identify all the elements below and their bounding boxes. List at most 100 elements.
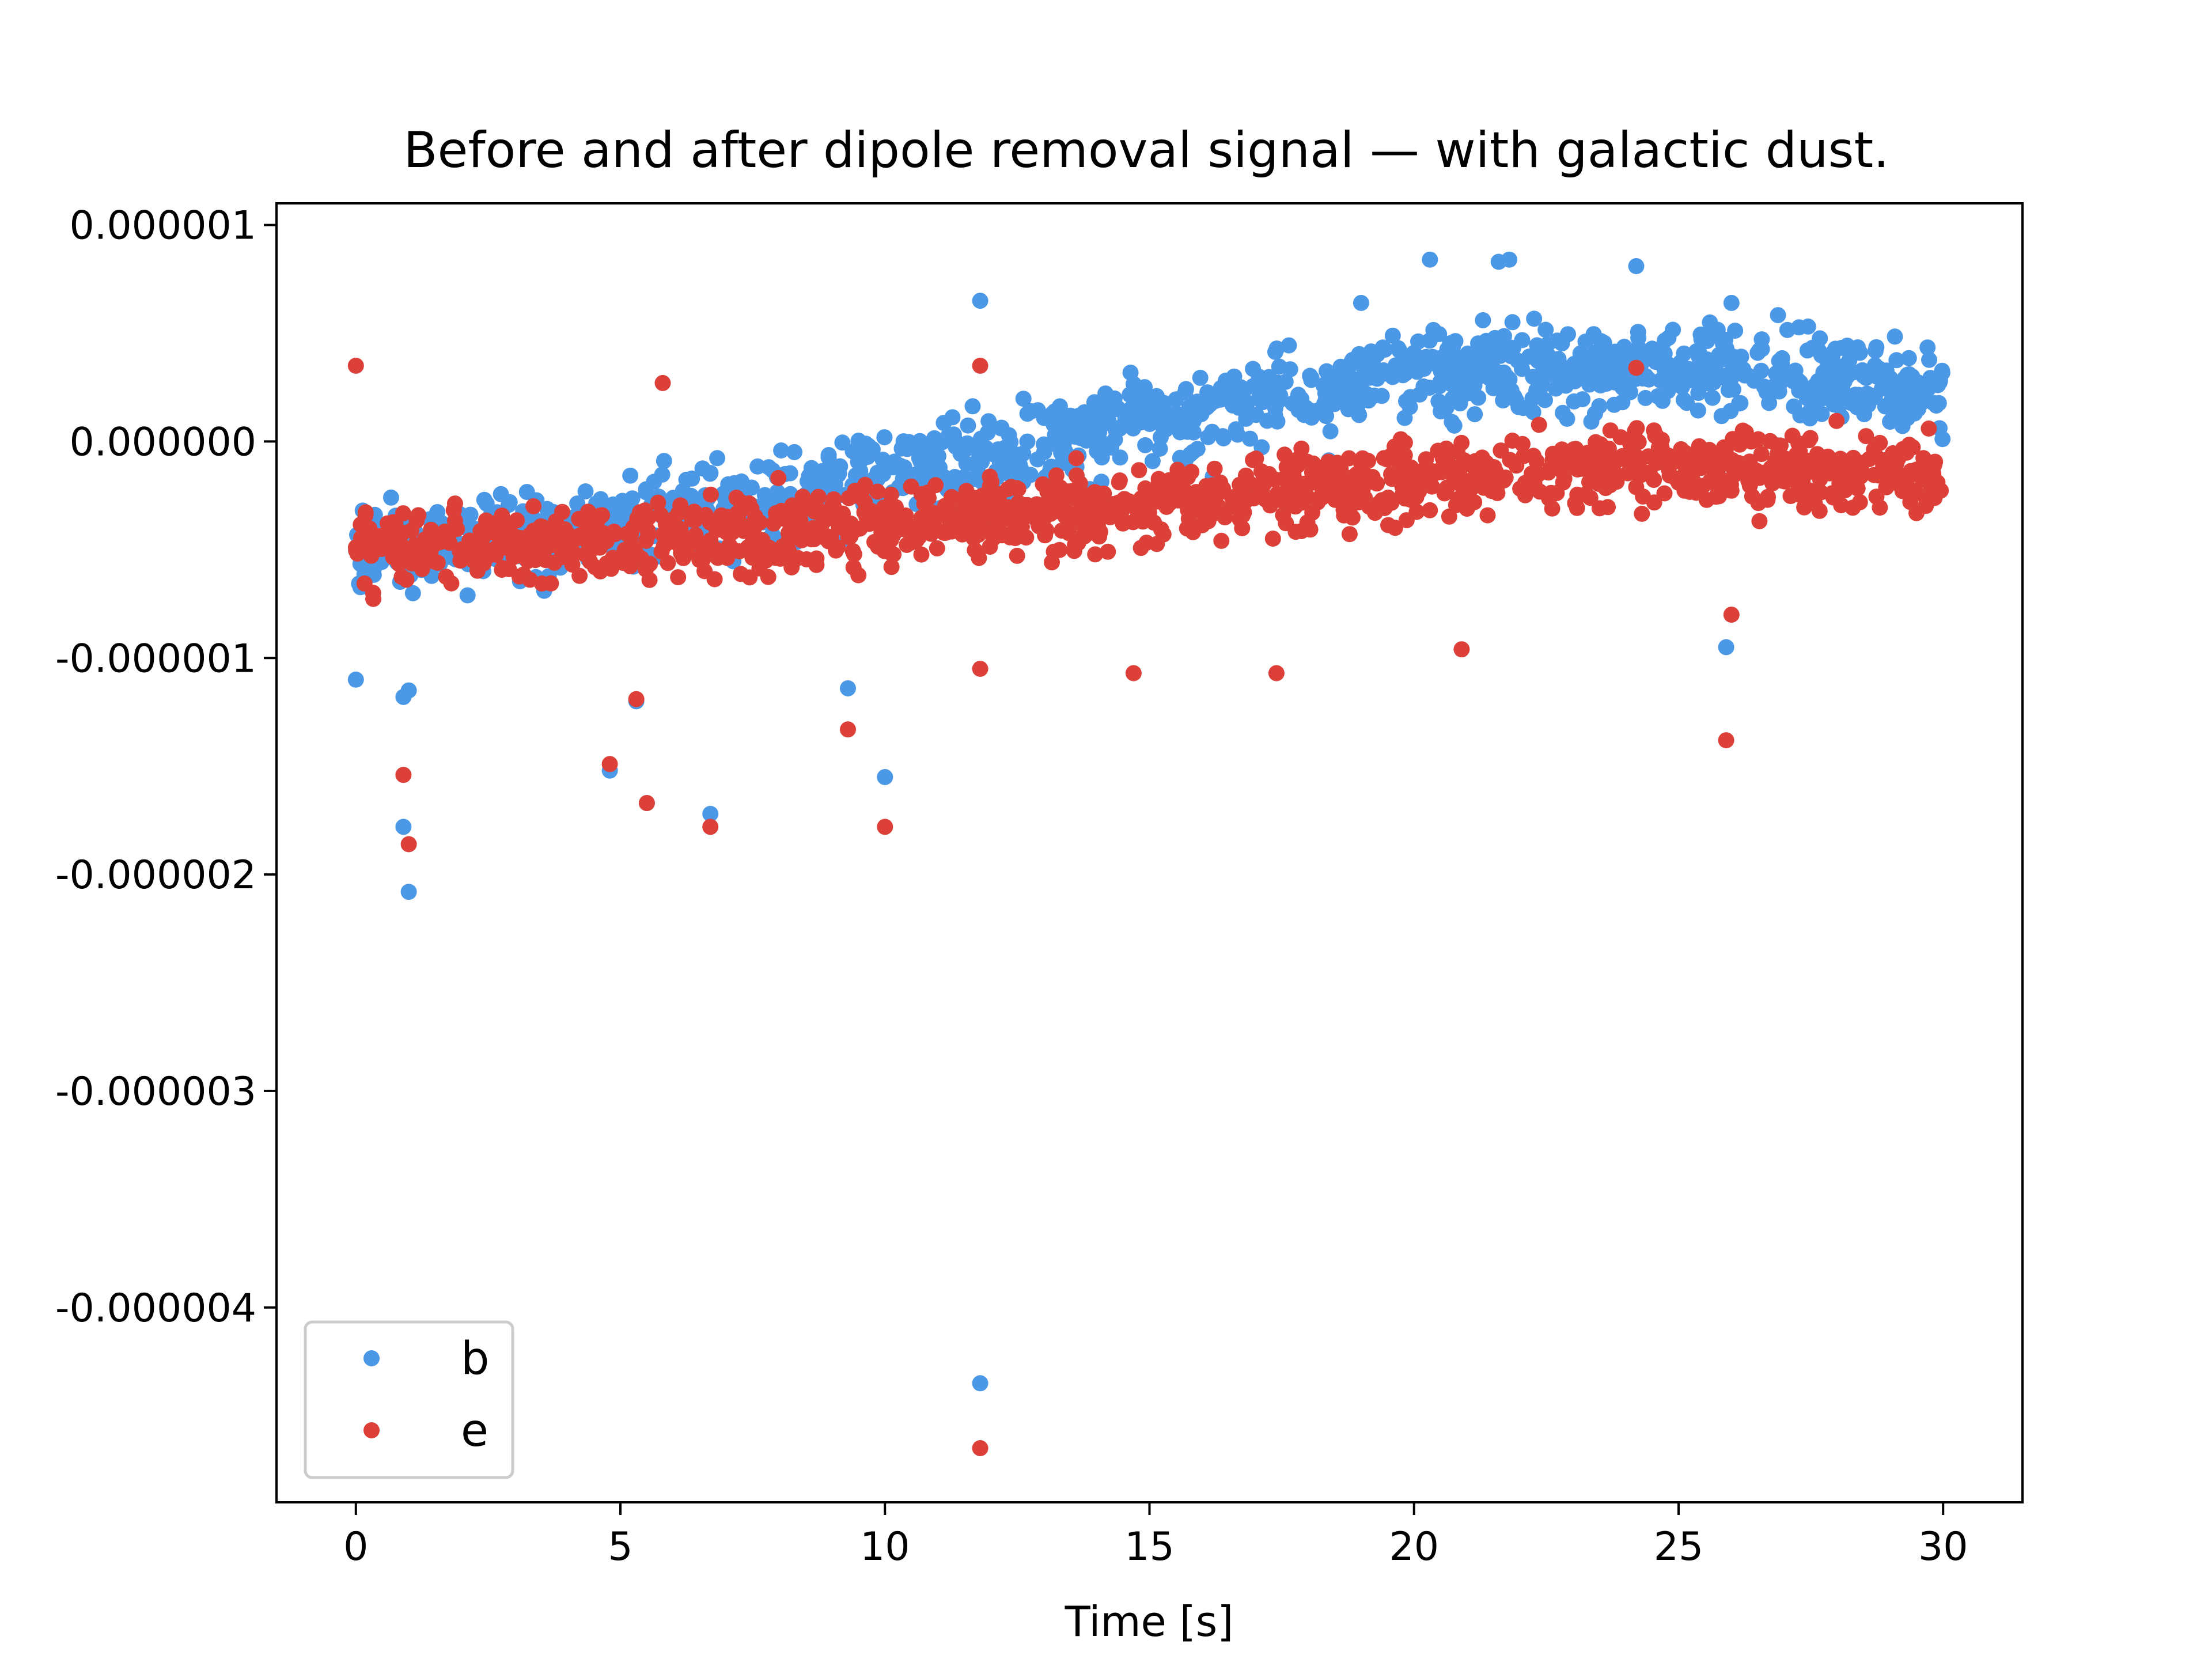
- data-point-e: [747, 518, 763, 535]
- data-point-e: [543, 575, 559, 592]
- data-point-e: [1782, 488, 1799, 505]
- data-point-b: [786, 444, 802, 460]
- data-point-e: [843, 524, 860, 540]
- data-point-b: [1282, 361, 1298, 378]
- data-point-e: [1206, 460, 1223, 477]
- data-point-e: [969, 513, 986, 530]
- data-point-e: [1794, 472, 1811, 489]
- data-point-b: [1396, 410, 1413, 426]
- data-point-b: [1332, 388, 1349, 404]
- data-point-b: [902, 440, 918, 456]
- data-point-e: [1711, 458, 1728, 474]
- data-point-e: [394, 524, 411, 541]
- data-point-e: [1180, 510, 1197, 527]
- legend: b e: [304, 1320, 514, 1479]
- data-point-b: [1352, 378, 1369, 395]
- x-tick-label: 10: [860, 1524, 910, 1570]
- data-point-e: [929, 508, 945, 525]
- outlier-point-e: [400, 836, 417, 853]
- data-point-e: [438, 569, 454, 585]
- data-point-b: [1539, 336, 1556, 353]
- data-point-e: [1711, 488, 1728, 505]
- data-point-b: [518, 484, 535, 501]
- data-point-e: [1517, 487, 1533, 503]
- data-point-e: [1759, 491, 1776, 508]
- data-point-b: [1675, 392, 1692, 408]
- data-point-e: [1623, 455, 1640, 472]
- data-point-e: [1751, 513, 1768, 529]
- data-point-b: [1665, 321, 1681, 338]
- data-point-e: [1900, 479, 1917, 496]
- data-point-e: [638, 561, 654, 578]
- data-point-b: [1156, 395, 1172, 411]
- data-point-e: [599, 555, 615, 572]
- data-point-b: [1230, 399, 1247, 416]
- data-point-e: [883, 559, 900, 575]
- data-point-b: [478, 495, 495, 512]
- data-point-e: [1232, 511, 1248, 528]
- data-point-b: [1501, 371, 1518, 388]
- data-point-e: [1479, 507, 1496, 524]
- data-point-b: [1269, 413, 1286, 430]
- data-point-e: [1205, 477, 1221, 494]
- data-point-b: [1137, 437, 1154, 453]
- data-point-b: [382, 489, 399, 506]
- data-point-b: [1771, 353, 1787, 369]
- data-point-e: [1656, 485, 1673, 502]
- data-point-e: [1753, 446, 1770, 463]
- data-point-e: [380, 515, 396, 532]
- data-point-e: [844, 543, 861, 559]
- data-point-b: [1761, 395, 1778, 411]
- data-point-b: [876, 429, 893, 446]
- data-point-e: [1828, 412, 1845, 429]
- data-point-b: [1877, 378, 1893, 395]
- x-tick-label: 20: [1389, 1524, 1439, 1570]
- data-point-e: [1516, 448, 1532, 464]
- data-point-b: [1048, 436, 1065, 453]
- outlier-point-e: [347, 357, 364, 374]
- data-point-b: [892, 457, 909, 474]
- data-point-e: [670, 569, 687, 586]
- data-point-e: [446, 513, 463, 529]
- outlier-point-e: [1628, 359, 1645, 376]
- data-point-b: [1218, 372, 1234, 389]
- data-point-e: [396, 541, 412, 558]
- data-point-b: [979, 424, 996, 441]
- y-tick-label: -0.000002: [55, 853, 256, 898]
- data-point-b: [926, 430, 943, 446]
- data-point-e: [1054, 495, 1071, 512]
- data-point-b: [1606, 396, 1623, 413]
- outlier-point-e: [1125, 665, 1142, 681]
- data-point-e: [1889, 465, 1906, 482]
- data-point-e: [1918, 498, 1934, 514]
- data-point-b: [1377, 342, 1393, 358]
- data-point-e: [1569, 461, 1586, 478]
- data-point-b: [1470, 335, 1487, 352]
- data-point-e: [1497, 469, 1514, 486]
- data-point-b: [1012, 463, 1028, 479]
- outlier-point-b: [972, 1375, 988, 1392]
- data-point-b: [1144, 453, 1161, 469]
- data-point-b: [1850, 339, 1866, 355]
- data-point-b: [1472, 357, 1489, 374]
- data-point-e: [408, 554, 425, 570]
- data-point-b: [1177, 381, 1194, 397]
- data-point-b: [1469, 369, 1486, 386]
- data-point-b: [1152, 440, 1168, 457]
- data-point-e: [1652, 445, 1669, 461]
- data-point-e: [1453, 478, 1470, 494]
- data-point-e: [1105, 496, 1122, 512]
- data-point-b: [1559, 411, 1575, 427]
- data-point-e: [592, 507, 608, 524]
- data-point-e: [1131, 462, 1147, 479]
- data-point-e: [1517, 475, 1533, 491]
- outlier-point-e: [638, 795, 655, 812]
- data-point-b: [1559, 363, 1575, 379]
- data-point-e: [1068, 450, 1085, 467]
- data-point-b: [1155, 421, 1172, 437]
- data-point-b: [1362, 361, 1378, 378]
- data-point-b: [1703, 363, 1720, 380]
- data-point-e: [1790, 435, 1807, 452]
- data-point-e: [1130, 508, 1146, 525]
- data-point-b: [1100, 412, 1117, 429]
